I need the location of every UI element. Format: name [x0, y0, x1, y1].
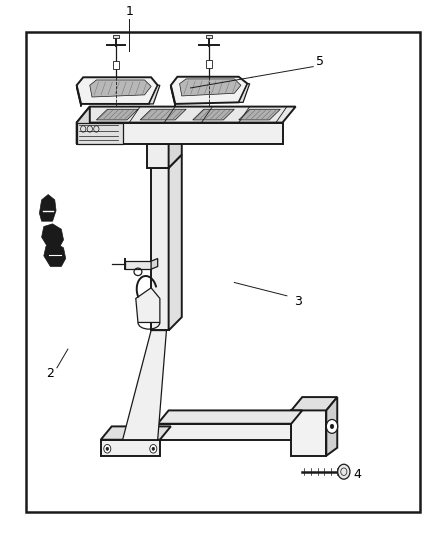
Polygon shape [180, 79, 241, 96]
Polygon shape [77, 107, 90, 144]
Circle shape [104, 445, 111, 453]
Circle shape [106, 447, 109, 450]
Text: 5: 5 [316, 55, 324, 68]
Polygon shape [291, 397, 337, 410]
Circle shape [326, 419, 338, 433]
Polygon shape [77, 85, 81, 107]
Circle shape [338, 464, 350, 479]
Polygon shape [149, 85, 160, 104]
Polygon shape [113, 35, 119, 38]
Polygon shape [158, 410, 302, 424]
Polygon shape [158, 424, 291, 440]
Text: 4: 4 [353, 468, 361, 481]
Polygon shape [101, 426, 171, 440]
Polygon shape [42, 224, 64, 248]
Circle shape [152, 447, 155, 450]
Text: 3: 3 [294, 295, 302, 308]
Circle shape [150, 445, 157, 453]
Polygon shape [151, 325, 173, 330]
Polygon shape [136, 288, 160, 322]
Polygon shape [169, 131, 182, 168]
Polygon shape [239, 109, 280, 120]
Polygon shape [77, 107, 296, 123]
Text: 1: 1 [125, 5, 133, 18]
Polygon shape [96, 109, 138, 120]
Text: 2: 2 [46, 367, 54, 379]
Polygon shape [44, 243, 66, 266]
Polygon shape [193, 109, 234, 120]
Polygon shape [77, 123, 123, 144]
Polygon shape [147, 131, 182, 144]
Polygon shape [90, 80, 151, 97]
Polygon shape [291, 410, 326, 456]
Polygon shape [101, 440, 160, 456]
Polygon shape [140, 109, 186, 120]
Polygon shape [151, 259, 158, 269]
Polygon shape [239, 84, 250, 102]
Circle shape [330, 424, 334, 429]
Polygon shape [326, 397, 337, 456]
Polygon shape [206, 35, 212, 38]
Polygon shape [77, 77, 158, 104]
Polygon shape [206, 60, 212, 68]
Polygon shape [171, 77, 247, 104]
Polygon shape [171, 85, 175, 107]
Polygon shape [39, 195, 56, 221]
Polygon shape [77, 123, 283, 144]
Polygon shape [147, 144, 169, 168]
Polygon shape [125, 261, 151, 269]
Polygon shape [151, 168, 169, 330]
Polygon shape [113, 61, 119, 69]
Polygon shape [169, 155, 182, 330]
Polygon shape [123, 330, 166, 440]
